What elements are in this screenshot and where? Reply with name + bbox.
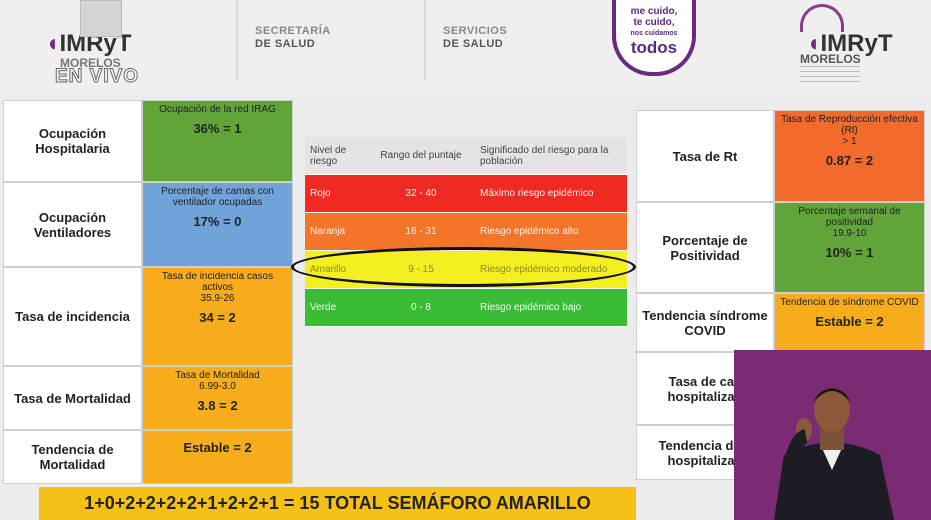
right-desc: Porcentaje semanal de positividad	[798, 206, 901, 228]
right-label-cell: Porcentaje de Positividad	[636, 202, 774, 293]
meaning-cell: Riesgo epidémico alto	[480, 226, 579, 237]
government-fineprint	[800, 66, 860, 82]
right-value-cell: Tendencia de síndrome COVID Estable = 2	[774, 293, 925, 352]
left-label-cell: Tasa de Mortalidad	[3, 366, 142, 430]
range-cell: 32 - 40	[405, 188, 437, 199]
en-vivo-watermark: EN VIVO	[54, 66, 140, 88]
right-value-cell: Porcentaje semanal de positividad 19.9-10…	[774, 202, 925, 293]
slogan-line4: todos	[630, 38, 678, 57]
left-label-text: Tasa de incidencia	[15, 309, 130, 324]
left-label-cell: Tendencia de Mortalidad	[3, 430, 142, 484]
left-desc: Porcentaje de camas con ventilador ocupa…	[161, 186, 274, 208]
divider	[236, 0, 238, 80]
level-cell: Naranja	[310, 226, 346, 237]
slogan-bubble: me cuido, te cuido, nos cuidamos todos	[612, 0, 696, 76]
left-desc: Ocupación de la red IRAG	[159, 104, 276, 115]
right-label-cell: Tendencia síndrome COVID	[636, 293, 774, 352]
semaforo-table: Nivel de riesgo Rango del puntaje Signif…	[305, 137, 627, 327]
imryt-logo-mark-icon: ◖	[806, 30, 821, 57]
left-score: 17% = 0	[193, 214, 242, 229]
left-score: 3.8 = 2	[197, 398, 238, 413]
left-label-cell: Ocupación Hospitalaria	[3, 100, 142, 182]
left-range: 6.99-3.0	[199, 381, 236, 392]
header-significado: Significado del riesgo para la población	[480, 144, 609, 167]
left-value-cell: Estable = 2	[142, 430, 293, 484]
imryt-logo-mark-icon: ◖	[45, 30, 60, 57]
slogan-line1: me cuido,	[630, 6, 678, 17]
right-score: 10% = 1	[825, 245, 874, 260]
interpreter-video	[734, 350, 931, 520]
range-cell: 0 - 8	[410, 302, 431, 313]
left-label-text: Tendencia de Mortalidad	[31, 442, 114, 472]
right-label-text: Tendencia de c hospitalizad	[658, 437, 752, 468]
left-label-cell: Tasa de incidencia	[3, 267, 142, 366]
semaforo-row-rojo: Rojo 32 - 40 Máximo riesgo epidémico	[305, 175, 627, 213]
range-cell: 16 - 31	[405, 226, 437, 237]
right-score: Estable = 2	[815, 314, 884, 329]
right-desc: Tendencia de síndrome COVID	[780, 297, 919, 308]
servicios-line2: DE SALUD	[443, 38, 504, 50]
flower-logo-icon	[800, 4, 844, 32]
morelos-right: MORELOS	[800, 52, 861, 66]
right-range: > 1	[842, 136, 857, 147]
header-nivel: Nivel de riesgo	[310, 144, 347, 167]
imryt-logo-right: ◖IMRyT	[806, 30, 893, 58]
left-desc: Tasa de incidencia casos activos	[161, 271, 274, 293]
left-value-cell: Porcentaje de camas con ventilador ocupa…	[142, 182, 293, 267]
meaning-cell: Máximo riesgo epidémico	[480, 188, 594, 199]
divider	[424, 0, 426, 80]
right-value-cell: Tasa de Reproducción efectiva (Rt) > 1 0.8…	[774, 110, 925, 202]
right-range: 19.9-10	[832, 228, 867, 239]
semaforo-row-naranja: Naranja 16 - 31 Riesgo epidémico alto	[305, 213, 627, 251]
left-label-text: Tasa de Mortalidad	[14, 390, 131, 406]
level-cell: Verde	[310, 302, 337, 313]
total-banner: 1+0+2+2+2+2+1+2+2+1 = 15 TOTAL SEMÁFORO …	[39, 487, 636, 520]
seal-graphic	[80, 0, 122, 37]
slogan-line2: te cuido,	[633, 17, 675, 28]
right-desc: Tasa de Reproducción efectiva (Rt)	[781, 114, 918, 136]
left-value-cell: Tasa de incidencia casos activos 35.9-26 3…	[142, 267, 293, 366]
left-value-cell: Ocupación de la red IRAG 36% = 1	[142, 100, 293, 182]
right-label-text: Tasa de Rt	[672, 148, 738, 164]
left-range: 35.9-26	[200, 293, 235, 304]
interpreter-figure	[774, 388, 894, 520]
morelos-left: MORELOS	[60, 56, 121, 70]
secretaria-line2: DE SALUD	[255, 38, 316, 50]
right-score: 0.87 = 2	[825, 153, 874, 168]
level-cell: Rojo	[310, 188, 331, 199]
servicios-salud-label: SERVICIOS DE SALUD	[443, 25, 507, 51]
secretaria-salud-label: SECRETARÍA DE SALUD	[255, 25, 331, 51]
header-rango: Rango del puntaje	[380, 150, 462, 161]
slogan-line3: nos cuidamos	[630, 30, 678, 37]
left-value-cell: Tasa de Mortalidad 6.99-3.0 3.8 = 2	[142, 366, 293, 430]
left-score: Estable = 2	[183, 440, 252, 455]
semaforo-row-verde: Verde 0 - 8 Riesgo epidémico bajo	[305, 289, 627, 327]
left-desc: Tasa de Mortalidad	[175, 370, 260, 381]
left-score: 36% = 1	[193, 121, 242, 136]
servicios-line1: SERVICIOS	[443, 25, 508, 37]
right-label-text: Tasa de cas hospitalizad	[667, 373, 743, 404]
header: ◖IMRyT MORELOS EN VIVO SECRETARÍA DE SAL…	[0, 0, 931, 95]
right-label-cell: Tasa de Rt	[636, 110, 774, 202]
secretaria-line1: SECRETARÍA	[255, 25, 331, 37]
semaforo-header-row: Nivel de riesgo Rango del puntaje Signif…	[305, 137, 627, 175]
left-label-text: Ocupación Ventiladores	[33, 209, 112, 240]
left-label-cell: Ocupación Ventiladores	[3, 182, 142, 267]
imryt-right-text: IMRyT	[820, 30, 893, 57]
left-label-text: Ocupación Hospitalaria	[35, 126, 110, 156]
right-label-text: Porcentaje de Positividad	[662, 232, 748, 263]
right-label-text: Tendencia síndrome COVID	[642, 307, 768, 338]
left-score: 34 = 2	[199, 310, 236, 325]
highlight-ellipse	[291, 247, 636, 287]
meaning-cell: Riesgo epidémico bajo	[480, 302, 582, 313]
